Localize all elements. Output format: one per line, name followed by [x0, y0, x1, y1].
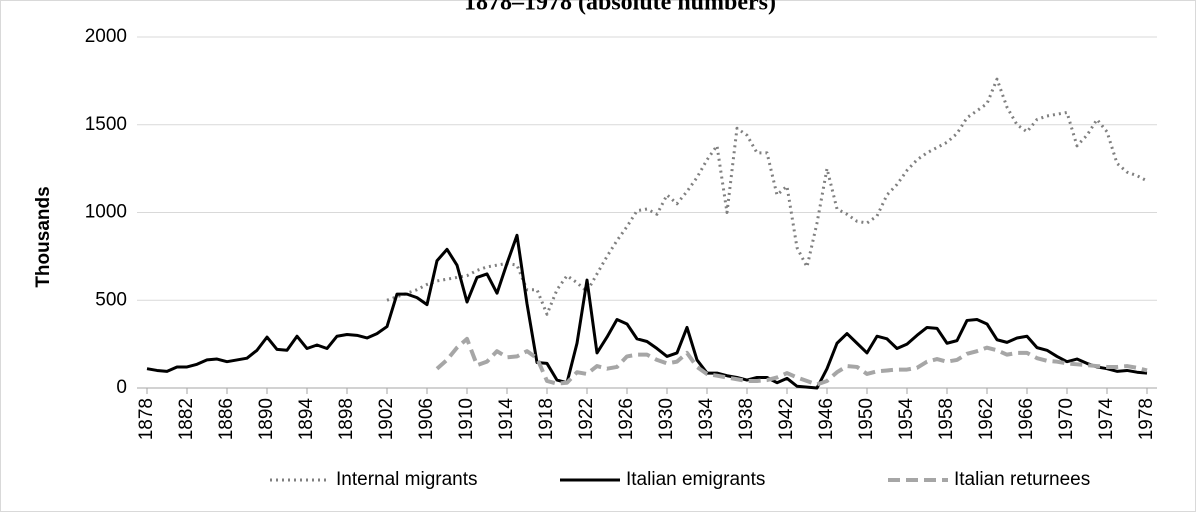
- x-tick-label: 1974: [1096, 398, 1117, 441]
- x-tick-label: 1890: [256, 398, 277, 440]
- legend-label: Italian emigrants: [626, 469, 765, 490]
- series-line: [146, 233, 1148, 390]
- x-tick-label: 1882: [176, 398, 197, 440]
- y-tick-label: 2000: [85, 26, 127, 47]
- legend-label: Internal migrants: [336, 469, 478, 490]
- x-tick-label: 1886: [216, 398, 237, 440]
- x-tick-label: 1894: [296, 398, 317, 441]
- x-tick-label: 1918: [536, 398, 557, 440]
- x-tick-label: 1910: [456, 398, 477, 440]
- x-tick-label: 1902: [376, 398, 397, 440]
- x-tick-label: 1878: [136, 398, 157, 440]
- x-tick-label: 1946: [816, 398, 837, 440]
- x-tick-label: 1962: [976, 398, 997, 440]
- series-line: [386, 77, 1148, 316]
- series-line: [435, 336, 1148, 387]
- x-tick-label: 1914: [496, 398, 517, 441]
- y-tick-label: 1000: [85, 202, 127, 223]
- x-tick-label: 1938: [736, 398, 757, 440]
- y-axis-title: Thousands: [33, 186, 54, 287]
- x-tick-label: 1906: [416, 398, 437, 440]
- chart-title: 1878–1978 (absolute numbers): [464, 0, 776, 16]
- x-tick-label: 1942: [776, 398, 797, 440]
- x-tick-label: 1934: [696, 398, 717, 441]
- x-tick-label: 1958: [936, 398, 957, 440]
- y-tick-label: 1500: [85, 114, 127, 135]
- x-tick-label: 1922: [576, 398, 597, 440]
- x-tick-label: 1978: [1136, 398, 1157, 440]
- y-tick-label: 500: [95, 289, 127, 310]
- x-tick-label: 1966: [1016, 398, 1037, 440]
- x-tick-label: 1898: [336, 398, 357, 440]
- legend-label: Italian returnees: [954, 469, 1090, 490]
- x-tick-label: 1970: [1056, 398, 1077, 440]
- x-tick-label: 1926: [616, 398, 637, 440]
- x-tick-label: 1954: [896, 398, 917, 441]
- x-tick-label: 1930: [656, 398, 677, 440]
- y-tick-label: 0: [116, 377, 127, 398]
- x-tick-label: 1950: [856, 398, 877, 440]
